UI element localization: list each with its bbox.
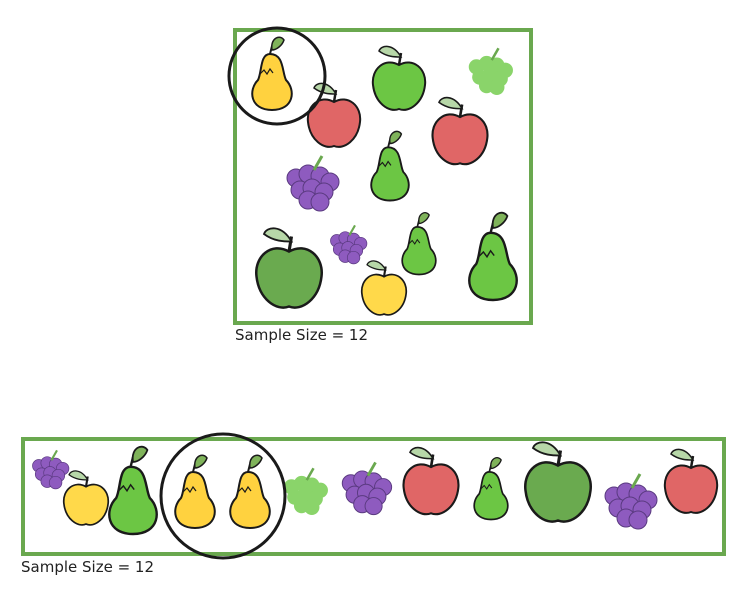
apple-red-icon	[306, 82, 362, 148]
pear-yellow-icon	[251, 36, 293, 112]
grapes-purple-icon	[32, 449, 70, 490]
row-sample-frame	[21, 437, 726, 556]
pear-green-icon	[468, 211, 518, 302]
apple-green-icon	[524, 441, 592, 523]
apple-red-icon	[663, 448, 719, 514]
apple-green-icon	[255, 227, 323, 309]
pear-green-icon	[370, 130, 410, 202]
apple-yellow-icon	[63, 470, 109, 526]
pear-yellow-icon	[174, 454, 216, 530]
grapes-green-icon	[283, 467, 328, 515]
grapes-green-icon	[468, 47, 513, 95]
selection-circle-row	[159, 432, 287, 560]
pear-green-icon	[473, 457, 509, 521]
apple-green-icon	[371, 45, 427, 111]
pear-green-icon	[401, 212, 437, 276]
apple-red-icon	[431, 96, 489, 166]
row-sample-caption: Sample Size = 12	[21, 558, 154, 576]
fruit-layer	[32, 36, 719, 536]
grapes-purple-icon	[341, 461, 393, 516]
apple-yellow-icon	[361, 260, 407, 316]
pear-green-icon	[108, 445, 158, 536]
grapes-purple-icon	[604, 473, 658, 530]
selection-circle-square	[227, 26, 327, 126]
pear-yellow-icon	[229, 454, 271, 530]
grapes-purple-icon	[286, 155, 340, 212]
grapes-purple-icon	[330, 224, 368, 265]
square-sample-frame	[233, 28, 533, 325]
apple-red-icon	[402, 446, 460, 516]
square-sample-caption: Sample Size = 12	[235, 326, 368, 344]
